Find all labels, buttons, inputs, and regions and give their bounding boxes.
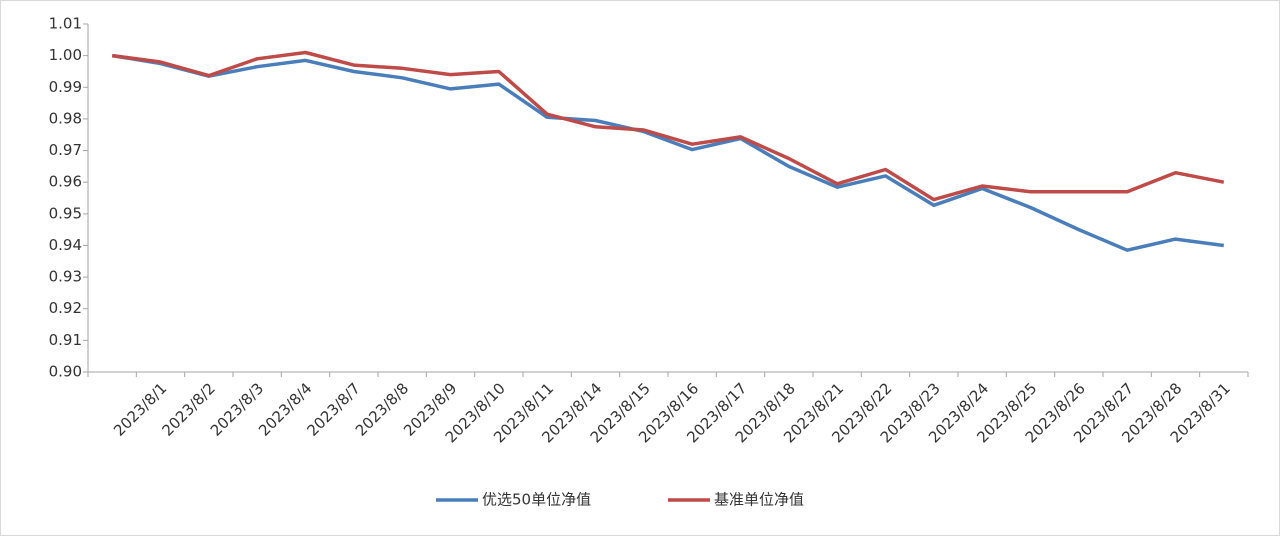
y-tick-label: 0.95 [49,204,82,222]
y-tick-label: 0.97 [49,141,82,159]
y-tick-label: 0.90 [49,363,82,381]
y-tick-label: 0.94 [49,236,82,254]
y-tick-label: 0.99 [49,78,82,96]
y-tick-label: 0.96 [49,173,82,191]
y-tick-label: 0.91 [49,331,82,349]
legend-label: 优选50单位净值 [482,491,591,509]
y-tick-label: 0.93 [49,268,82,286]
y-tick-label: 1.00 [49,46,82,64]
data-line [111,53,1225,252]
y-tick-label: 0.92 [49,299,82,317]
legend-label: 基准单位净值 [714,491,804,509]
y-tick-label: 1.01 [49,15,82,33]
y-tick-label: 0.98 [49,109,82,127]
data-line [111,50,1225,202]
